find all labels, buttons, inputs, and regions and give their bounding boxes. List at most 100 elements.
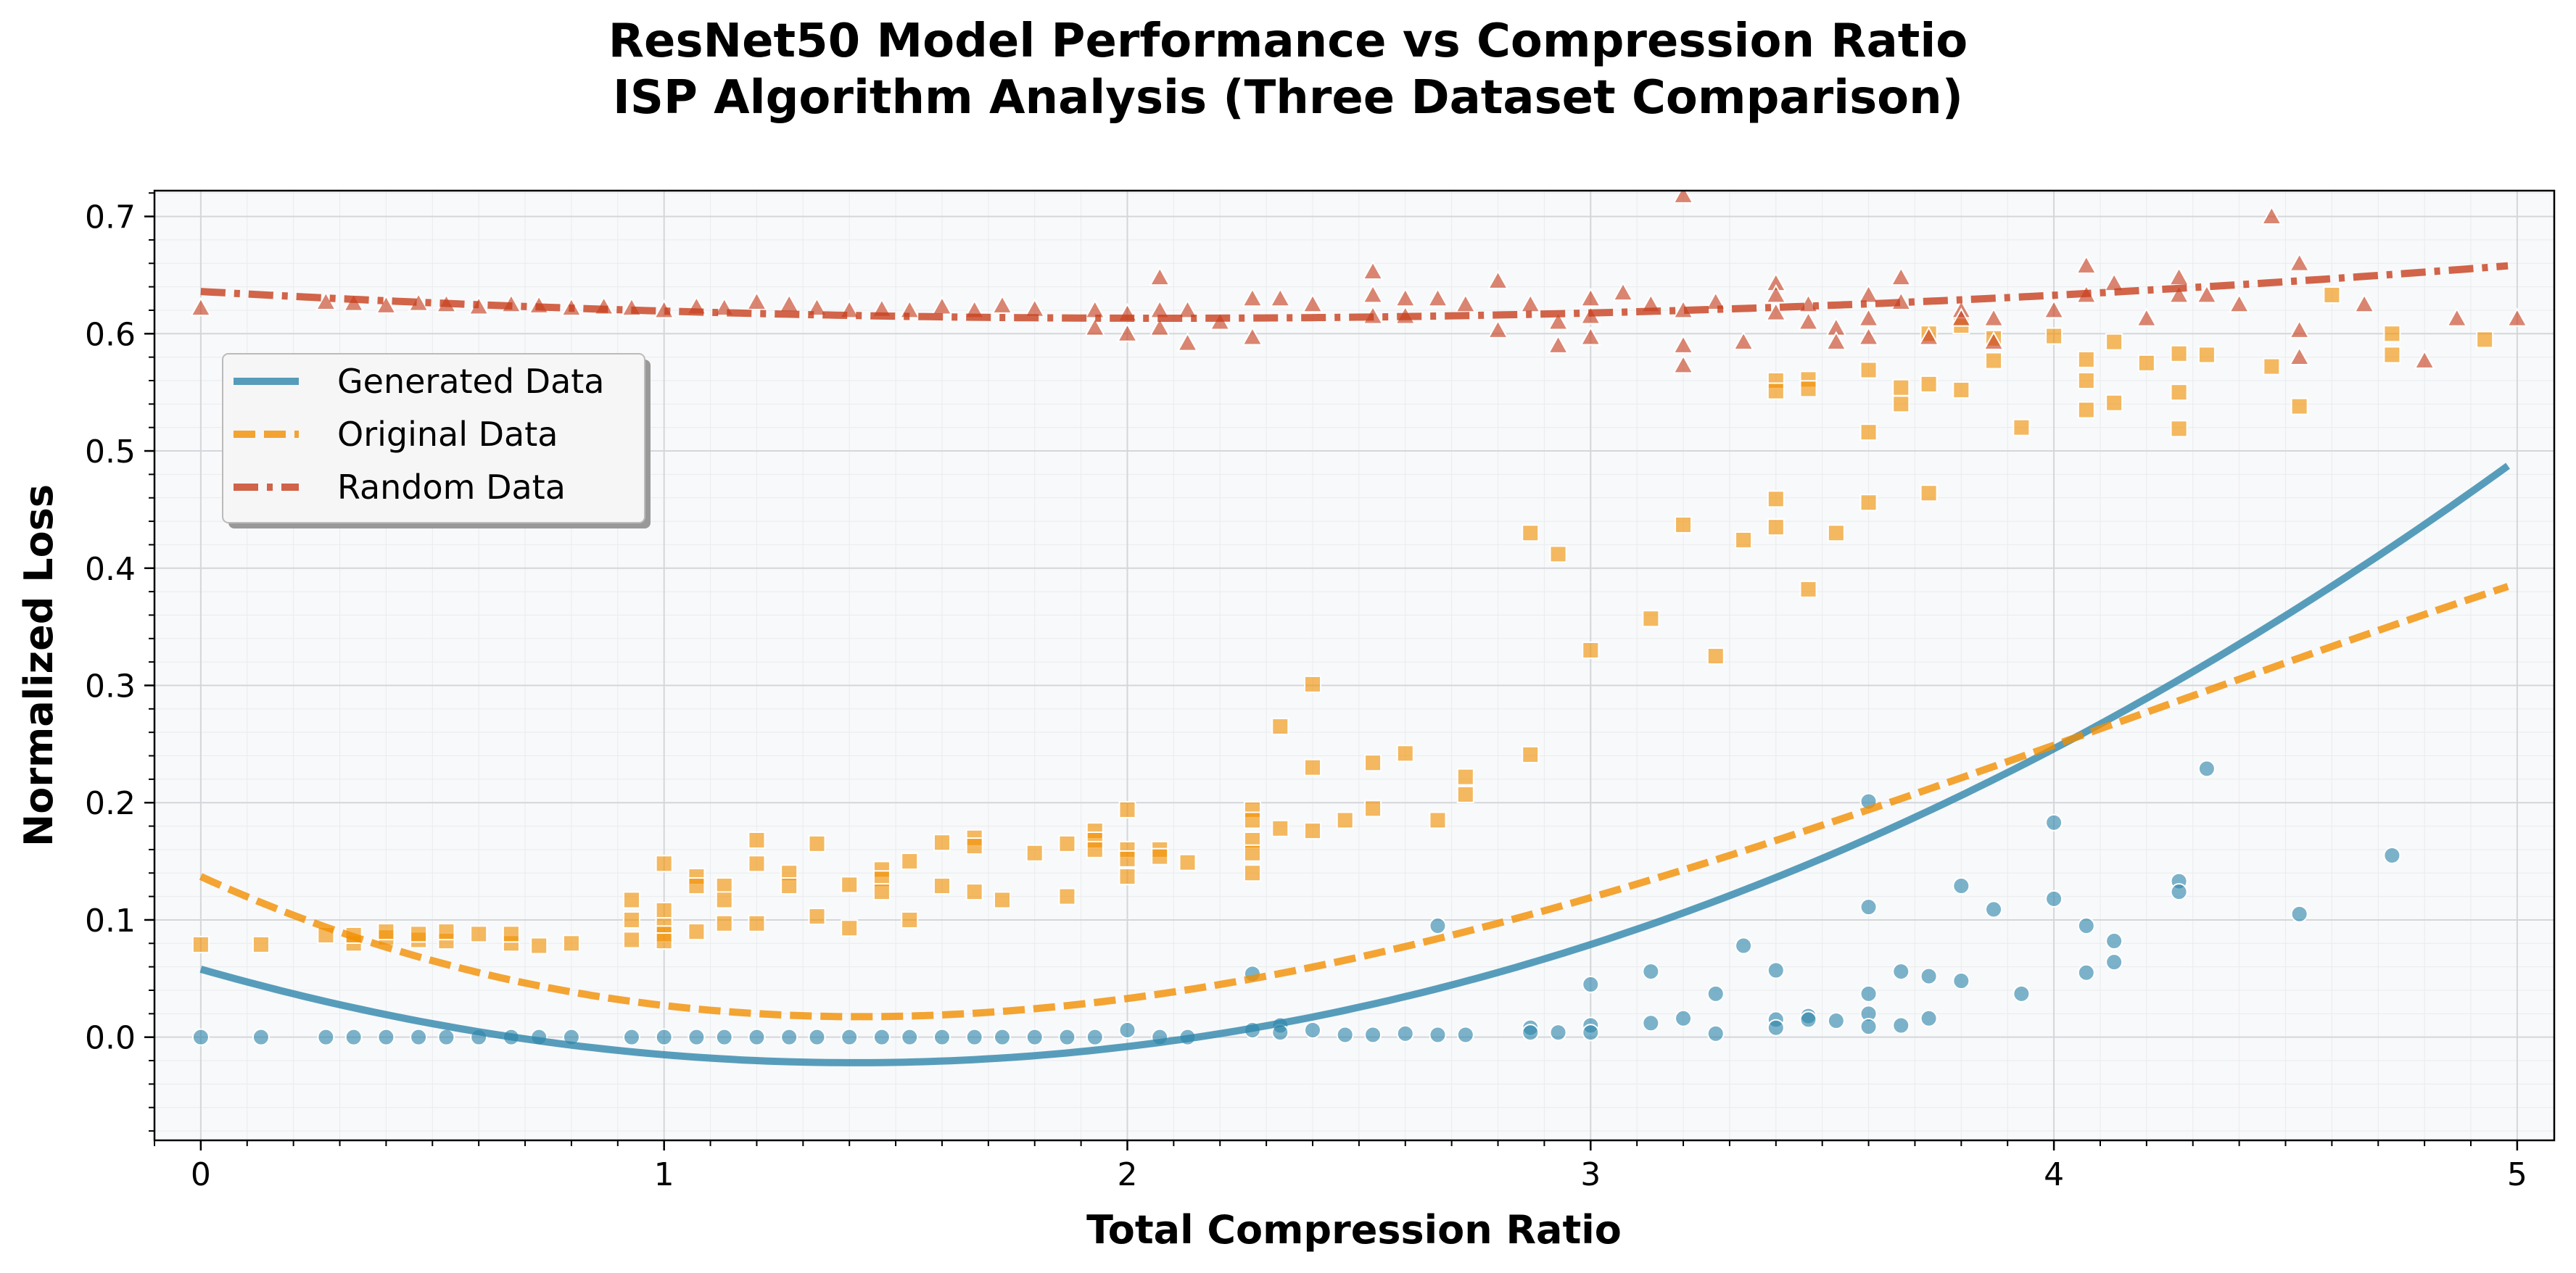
y-tick-label: 0.6 (85, 316, 136, 353)
data-point (1271, 718, 1289, 736)
data-point (2288, 346, 2311, 366)
data-point (1952, 381, 1970, 399)
data-point (1767, 518, 1785, 536)
data-point (2170, 344, 2188, 362)
y-tick-label: 0.5 (85, 434, 136, 470)
data-point (1549, 545, 1567, 563)
data-point (2012, 984, 2031, 1003)
series-random-data-points (190, 191, 2528, 374)
data-point (1857, 326, 1880, 346)
data-point (2170, 420, 2188, 438)
fit-line-layer (199, 262, 2511, 1066)
x-tick-label: 2 (1117, 1156, 1137, 1193)
data-point (1799, 580, 1817, 598)
data-point (1118, 850, 1136, 868)
data-point (1176, 332, 1199, 352)
data-point (190, 297, 212, 317)
series-generated-data-points (191, 760, 2401, 1046)
data-point (1672, 354, 1694, 374)
data-point (437, 1028, 455, 1046)
data-point (2105, 953, 2123, 971)
data-point (191, 935, 210, 953)
data-point (901, 911, 919, 929)
data-point (1890, 266, 1912, 286)
data-point (1058, 1028, 1076, 1046)
data-point (965, 837, 983, 855)
chart-title-line1: ResNet50 Model Performance vs Compressio… (608, 14, 1968, 68)
x-tick-labels: 0 1 2 3 4 5 (191, 1156, 2527, 1193)
data-point (748, 914, 766, 932)
data-point (991, 294, 1013, 314)
data-point (1487, 319, 1509, 339)
data-point (748, 855, 766, 873)
data-point (1706, 647, 1725, 665)
data-point (1582, 1024, 1600, 1042)
data-point (1705, 291, 1727, 311)
data-point (1058, 887, 1076, 905)
data-point (2012, 418, 2031, 436)
data-point (1364, 1026, 1382, 1044)
data-point (1672, 191, 1694, 204)
data-point (2136, 307, 2158, 327)
data-point (562, 934, 580, 953)
data-point (872, 883, 891, 901)
data-point (1429, 811, 1447, 829)
data-point (1242, 326, 1263, 346)
data-point (1582, 641, 1600, 659)
data-point (375, 294, 397, 314)
data-point (2383, 325, 2401, 343)
data-point (1549, 1024, 1567, 1042)
plot-frame (153, 189, 2556, 1142)
data-point (2076, 254, 2097, 274)
data-point (2414, 349, 2435, 369)
data-point (655, 1028, 673, 1046)
data-point (1920, 1009, 1938, 1027)
data-point (2137, 354, 2155, 372)
x-tick-label: 0 (191, 1156, 211, 1193)
data-point (2446, 307, 2468, 327)
data-point (2476, 331, 2494, 349)
fit-line-generated-data (199, 463, 2511, 1066)
data-point (1086, 1028, 1104, 1046)
data-point (1827, 1012, 1845, 1030)
data-point (377, 1028, 395, 1046)
data-point (841, 1028, 859, 1046)
data-point (1522, 1024, 1540, 1042)
data-point (2105, 333, 2123, 351)
data-point (1675, 515, 1693, 534)
data-point (2353, 293, 2375, 313)
data-point (2383, 847, 2401, 864)
data-point (1733, 331, 1754, 351)
data-point (2323, 286, 2341, 304)
y-tick-labels: 0.0 0.1 0.2 0.3 0.4 0.5 0.6 0.7 (85, 199, 136, 1057)
data-point (1547, 334, 1569, 354)
grid-major (154, 191, 2554, 1140)
x-tick-label: 1 (654, 1156, 674, 1193)
data-point (994, 891, 1012, 909)
data-point (1362, 283, 1384, 304)
data-point (1084, 317, 1106, 336)
data-point (1983, 331, 2005, 351)
data-point (2077, 963, 2095, 982)
x-tick-label: 5 (2507, 1156, 2527, 1193)
data-point (252, 935, 270, 953)
data-point (1920, 484, 1938, 502)
data-point (841, 876, 859, 894)
data-point (933, 834, 951, 852)
data-point (622, 891, 640, 909)
data-point (748, 1028, 766, 1046)
data-point (410, 925, 428, 943)
data-point (655, 855, 673, 873)
data-point (1304, 675, 1322, 693)
data-point (2077, 350, 2095, 368)
data-point (2228, 293, 2250, 313)
data-point (622, 931, 640, 949)
data-point (1149, 266, 1171, 286)
data-point (1149, 317, 1171, 336)
data-point (1765, 302, 1787, 321)
data-point (1767, 1019, 1785, 1037)
data-point (2168, 283, 2190, 304)
data-point (1799, 1011, 1817, 1029)
data-point (1767, 490, 1785, 508)
x-tick-label: 3 (1580, 1156, 1601, 1193)
